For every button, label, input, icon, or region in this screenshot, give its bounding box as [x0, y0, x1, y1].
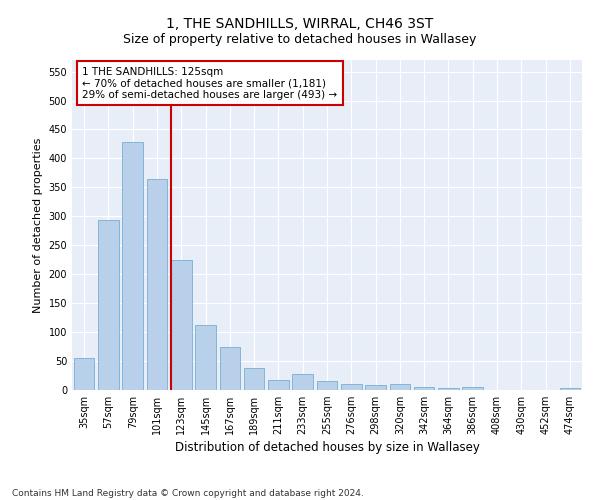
Bar: [244, 368, 265, 390]
Bar: [268, 380, 289, 390]
Bar: [463, 386, 483, 390]
Bar: [438, 388, 459, 390]
Text: 1 THE SANDHILLS: 125sqm
← 70% of detached houses are smaller (1,181)
29% of semi: 1 THE SANDHILLS: 125sqm ← 70% of detache…: [82, 66, 337, 100]
Bar: [292, 374, 313, 390]
X-axis label: Distribution of detached houses by size in Wallasey: Distribution of detached houses by size …: [175, 442, 479, 454]
Bar: [220, 346, 240, 390]
Text: Contains HM Land Registry data © Crown copyright and database right 2024.: Contains HM Land Registry data © Crown c…: [12, 488, 364, 498]
Bar: [341, 384, 362, 390]
Bar: [560, 388, 580, 390]
Y-axis label: Number of detached properties: Number of detached properties: [33, 138, 43, 312]
Bar: [122, 142, 143, 390]
Bar: [146, 178, 167, 390]
Text: Size of property relative to detached houses in Wallasey: Size of property relative to detached ho…: [124, 32, 476, 46]
Bar: [365, 385, 386, 390]
Bar: [317, 382, 337, 390]
Bar: [98, 220, 119, 390]
Bar: [414, 387, 434, 390]
Bar: [389, 384, 410, 390]
Text: 1, THE SANDHILLS, WIRRAL, CH46 3ST: 1, THE SANDHILLS, WIRRAL, CH46 3ST: [166, 18, 434, 32]
Bar: [171, 260, 191, 390]
Bar: [74, 358, 94, 390]
Bar: [195, 324, 216, 390]
